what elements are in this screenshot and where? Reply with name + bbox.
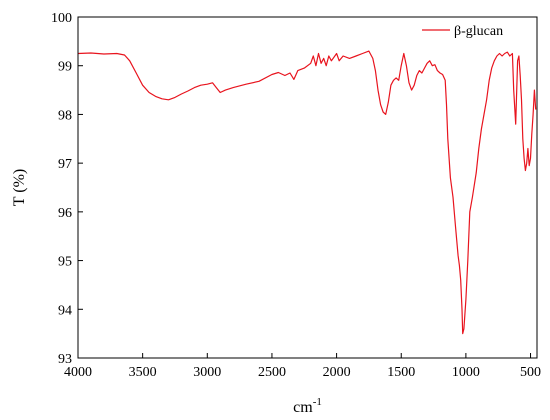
series-line xyxy=(77,50,537,335)
x-axis-label: cm-1 xyxy=(293,396,322,416)
y-tick-label: 100 xyxy=(51,11,72,26)
x-tick-label: 3000 xyxy=(193,365,221,380)
x-tick-label: 1500 xyxy=(387,365,415,380)
x-axis-ticks: 4000 3500 3000 2500 2000 1500 1000 500 xyxy=(64,353,541,380)
legend-label: β-glucan xyxy=(454,24,503,39)
x-tick-label: 2000 xyxy=(323,365,351,380)
y-axis-ticks: 93 94 95 96 97 98 99 100 xyxy=(51,11,83,367)
x-tick-label: 500 xyxy=(520,365,541,380)
x-axis-label-exponent: -1 xyxy=(313,396,322,408)
legend: β-glucan xyxy=(422,24,503,39)
plot-frame xyxy=(77,16,538,359)
x-axis-label-unit: cm xyxy=(293,399,313,416)
y-tick-label: 97 xyxy=(58,157,72,172)
y-tick-label: 95 xyxy=(58,255,72,270)
y-tick-label: 99 xyxy=(58,60,72,75)
series-layer xyxy=(77,50,537,335)
y-tick-label: 94 xyxy=(58,303,72,318)
x-tick-label: 4000 xyxy=(64,365,92,380)
y-tick-label: 98 xyxy=(58,108,72,123)
x-tick-label: 1000 xyxy=(452,365,480,380)
y-tick-label: 93 xyxy=(58,352,72,367)
x-tick-label: 3500 xyxy=(129,365,157,380)
x-tick-label: 2500 xyxy=(258,365,286,380)
y-axis-label: T (%) xyxy=(11,169,28,206)
y-tick-label: 96 xyxy=(58,206,72,221)
